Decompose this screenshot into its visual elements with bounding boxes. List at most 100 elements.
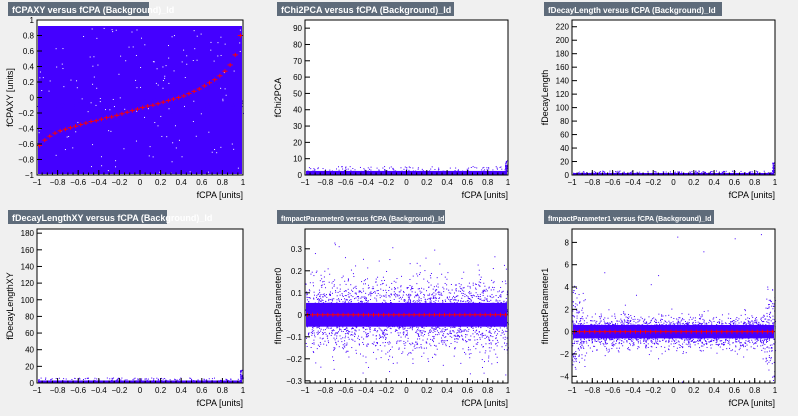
- scatter-point: [158, 107, 160, 109]
- scatter-point: [306, 315, 308, 317]
- scatter-point: [404, 321, 406, 323]
- scatter-point: [506, 311, 508, 313]
- scatter-point: [664, 335, 666, 337]
- scatter-point: [352, 290, 354, 292]
- scatter-point: [392, 362, 394, 364]
- scatter-point: [215, 104, 217, 106]
- scatter-point: [421, 347, 423, 349]
- scatter-point: [492, 311, 494, 313]
- scatter-point: [402, 322, 404, 324]
- scatter-point: [717, 345, 719, 347]
- scatter-point: [373, 315, 375, 317]
- scatter-point: [349, 313, 351, 315]
- scatter-point: [443, 342, 445, 344]
- scatter-point: [629, 171, 631, 173]
- scatter-point: [313, 325, 315, 327]
- scatter-point: [390, 349, 392, 351]
- scatter-point: [692, 323, 694, 325]
- x-tick-label: −0.2: [112, 386, 128, 395]
- scatter-point: [676, 333, 678, 335]
- x-tick-label: −1: [300, 178, 310, 187]
- scatter-point: [318, 318, 320, 320]
- scatter-point: [379, 321, 381, 323]
- scatter-point: [344, 169, 346, 171]
- scatter-point: [317, 306, 319, 308]
- scatter-point: [573, 361, 575, 363]
- scatter-point: [751, 171, 753, 173]
- scatter-point: [436, 348, 438, 350]
- scatter-point: [466, 316, 468, 318]
- scatter-point: [421, 309, 423, 311]
- scatter-point: [462, 321, 464, 323]
- scatter-point: [430, 330, 432, 332]
- scatter-point: [669, 322, 671, 324]
- scatter-point: [367, 300, 369, 302]
- scatter-point: [460, 362, 462, 364]
- scatter-point: [428, 282, 430, 284]
- scatter-point: [416, 273, 418, 275]
- scatter-point: [384, 309, 386, 311]
- y-tick-label: 0: [298, 171, 303, 180]
- scatter-point: [717, 328, 719, 330]
- scatter-point: [415, 311, 417, 313]
- scatter-point: [506, 292, 508, 294]
- scatter-point: [384, 169, 386, 171]
- scatter-point: [135, 111, 137, 113]
- scatter-point: [392, 168, 394, 170]
- y-tick-label: −0.3: [286, 377, 302, 386]
- x-tick-label: 0: [671, 178, 676, 187]
- scatter-point: [772, 163, 774, 165]
- scatter-point: [612, 328, 614, 330]
- scatter-point: [432, 321, 434, 323]
- scatter-point: [228, 101, 230, 103]
- scatter-point: [506, 168, 508, 170]
- scatter-point: [395, 319, 397, 321]
- scatter-point: [307, 170, 309, 172]
- scatter-point: [700, 316, 702, 318]
- x-tick-label: 0: [138, 178, 143, 187]
- scatter-point: [435, 285, 437, 287]
- scatter-point: [465, 319, 467, 321]
- scatter-point: [368, 287, 370, 289]
- scatter-point: [407, 314, 409, 316]
- scatter-point: [470, 315, 472, 317]
- scatter-point: [404, 344, 406, 346]
- scatter-point: [367, 336, 369, 338]
- scatter-point: [120, 102, 122, 104]
- scatter-point: [379, 305, 381, 307]
- scatter-point: [316, 304, 318, 306]
- scatter-point: [374, 329, 376, 331]
- scatter-point: [764, 348, 766, 350]
- scatter-point: [609, 322, 611, 324]
- scatter-point: [45, 378, 47, 380]
- scatter-point: [646, 328, 648, 330]
- scatter-point: [490, 289, 492, 291]
- scatter-point: [218, 110, 220, 112]
- scatter-point: [765, 338, 767, 340]
- scatter-point: [579, 326, 581, 328]
- scatter-point: [376, 295, 378, 297]
- scatter-point: [449, 321, 451, 323]
- scatter-point: [454, 170, 456, 172]
- scatter-point: [454, 348, 456, 350]
- scatter-point: [459, 326, 461, 328]
- scatter-point: [506, 166, 508, 168]
- scatter-point: [416, 324, 418, 326]
- scatter-point: [378, 337, 380, 339]
- scatter-point: [336, 315, 338, 317]
- scatter-point: [733, 323, 735, 325]
- scatter-point: [432, 325, 434, 327]
- scatter-point: [393, 312, 395, 314]
- scatter-point: [185, 98, 187, 100]
- x-tick-label: 0.6: [462, 386, 474, 395]
- scatter-point: [326, 296, 328, 298]
- scatter-point: [373, 329, 375, 331]
- scatter-point: [362, 327, 364, 329]
- scatter-point: [428, 324, 430, 326]
- scatter-point: [171, 112, 173, 114]
- scatter-point: [718, 337, 720, 339]
- scatter-point: [309, 324, 311, 326]
- scatter-point: [106, 98, 108, 100]
- scatter-gap: [68, 135, 70, 137]
- scatter-point: [331, 298, 333, 300]
